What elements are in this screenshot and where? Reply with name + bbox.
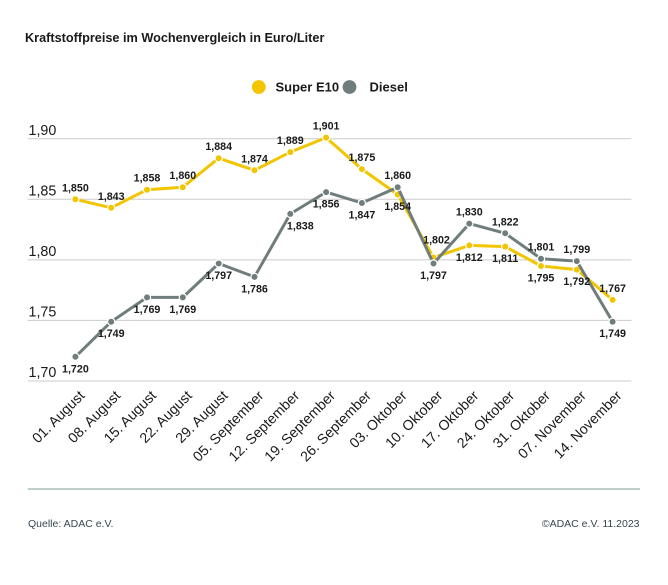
svg-text:1,884: 1,884 [205, 141, 232, 153]
svg-text:1,749: 1,749 [98, 328, 125, 340]
svg-text:1,802: 1,802 [423, 235, 450, 247]
svg-text:1,786: 1,786 [241, 283, 268, 295]
svg-text:©ADAC e.V. 11.2023: ©ADAC e.V. 11.2023 [542, 518, 640, 530]
svg-text:1,80: 1,80 [29, 244, 57, 260]
svg-text:1,874: 1,874 [241, 153, 268, 165]
svg-text:1,843: 1,843 [98, 191, 125, 203]
svg-text:1,858: 1,858 [134, 173, 161, 185]
svg-text:1,769: 1,769 [169, 304, 196, 316]
svg-text:1,70: 1,70 [29, 365, 57, 381]
svg-text:1,769: 1,769 [134, 304, 161, 316]
svg-text:1,795: 1,795 [528, 273, 555, 285]
svg-text:1,767: 1,767 [599, 283, 626, 295]
svg-text:1,797: 1,797 [205, 270, 232, 282]
svg-text:1,75: 1,75 [29, 305, 57, 321]
svg-text:1,847: 1,847 [349, 210, 376, 222]
svg-text:1,749: 1,749 [599, 328, 626, 340]
svg-text:1,811: 1,811 [492, 253, 518, 265]
svg-text:1,889: 1,889 [277, 135, 304, 147]
svg-text:1,812: 1,812 [456, 252, 483, 264]
svg-text:1,838: 1,838 [287, 220, 314, 232]
svg-text:1,801: 1,801 [528, 242, 555, 254]
svg-text:1,720: 1,720 [62, 363, 89, 375]
svg-text:1,854: 1,854 [384, 201, 411, 213]
svg-text:Quelle: ADAC e.V.: Quelle: ADAC e.V. [28, 518, 113, 530]
svg-text:1,860: 1,860 [384, 170, 411, 182]
svg-text:Diesel: Diesel [370, 80, 408, 95]
svg-text:1,90: 1,90 [29, 123, 57, 139]
svg-text:1,830: 1,830 [456, 207, 483, 219]
svg-text:1,875: 1,875 [349, 152, 376, 164]
svg-text:1,799: 1,799 [563, 244, 590, 256]
svg-text:1,792: 1,792 [563, 276, 590, 288]
svg-text:1,856: 1,856 [313, 199, 340, 211]
svg-text:Kraftstoffpreise im Wochenverg: Kraftstoffpreise im Wochenvergleich in E… [25, 31, 324, 45]
svg-text:1,860: 1,860 [169, 170, 196, 182]
svg-text:1,901: 1,901 [313, 121, 340, 133]
svg-text:1,822: 1,822 [492, 216, 519, 228]
svg-text:Super E10: Super E10 [276, 80, 340, 95]
svg-text:1,797: 1,797 [420, 270, 447, 282]
svg-text:1,85: 1,85 [29, 184, 57, 200]
svg-text:1,850: 1,850 [62, 182, 89, 194]
